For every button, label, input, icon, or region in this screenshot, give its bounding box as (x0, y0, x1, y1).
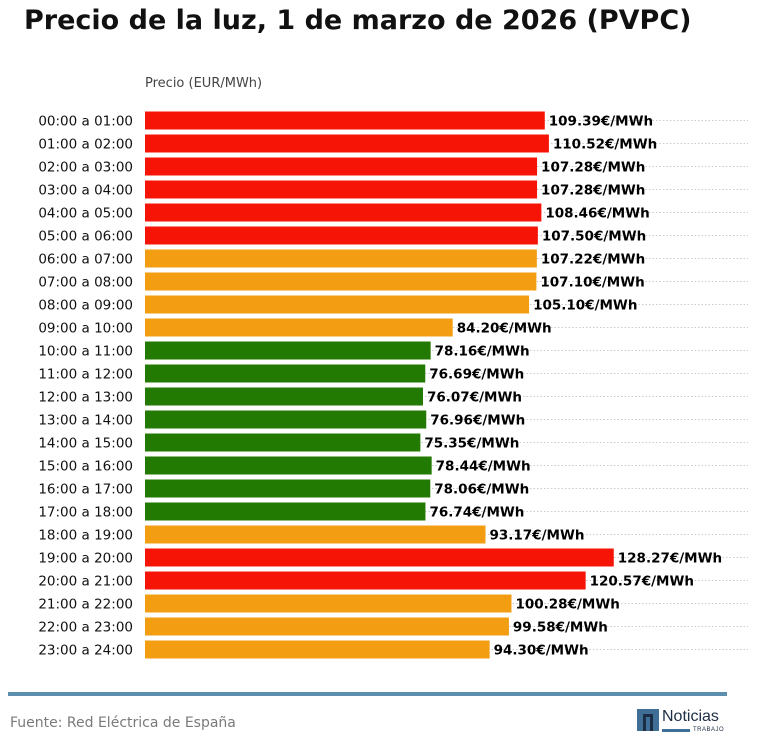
category-label: 00:00 a 01:00 (38, 114, 133, 130)
bar (145, 548, 614, 567)
value-label: 100.28€/MWh (515, 597, 619, 613)
value-labels: 109.39€/MWh 110.52€/MWh 107.28€/MWh 107.28€… (424, 114, 722, 659)
category-label: 02:00 a 03:00 (38, 160, 133, 176)
category-label: 11:00 a 12:00 (38, 367, 133, 383)
category-label: 16:00 a 17:00 (38, 482, 133, 498)
category-label: 13:00 a 14:00 (38, 413, 133, 429)
chart-title: Precio de la luz, 1 de marzo de 2026 (PV… (24, 5, 692, 36)
value-label: 105.10€/MWh (533, 298, 637, 314)
value-label: 107.22€/MWh (541, 252, 645, 268)
source-note: Fuente: Red Eléctrica de España (10, 715, 236, 731)
bar (145, 617, 509, 636)
bar (145, 502, 426, 521)
value-label: 99.58€/MWh (513, 620, 608, 636)
value-label: 78.44€/MWh (436, 459, 531, 475)
category-label: 03:00 a 04:00 (38, 183, 133, 199)
bar (145, 571, 586, 590)
bar (145, 525, 486, 544)
value-label: 107.50€/MWh (542, 229, 646, 245)
value-label: 75.35€/MWh (424, 436, 519, 452)
category-label: 06:00 a 07:00 (38, 252, 133, 268)
category-label: 18:00 a 19:00 (38, 528, 133, 544)
bar (145, 249, 537, 268)
category-label: 10:00 a 11:00 (38, 344, 133, 360)
category-label: 08:00 a 09:00 (38, 298, 133, 314)
footer-divider (8, 692, 727, 696)
value-label: 94.30€/MWh (494, 643, 589, 659)
category-label: 14:00 a 15:00 (38, 436, 133, 452)
bar (145, 134, 549, 153)
value-label: 93.17€/MWh (489, 528, 584, 544)
bar (145, 318, 453, 337)
category-label: 21:00 a 22:00 (38, 597, 133, 613)
value-label: 107.10€/MWh (540, 275, 644, 291)
logo-mark-icon (637, 709, 659, 731)
category-label: 05:00 a 06:00 (38, 229, 133, 245)
publisher-logo: Noticias TRABAJO (637, 709, 724, 735)
value-label: 76.07€/MWh (427, 390, 522, 406)
category-label: 19:00 a 20:00 (38, 551, 133, 567)
category-label: 17:00 a 18:00 (38, 505, 133, 521)
logo-underline (662, 728, 690, 732)
bar (145, 203, 542, 222)
value-label: 128.27€/MWh (618, 551, 722, 567)
bar (145, 594, 512, 613)
bar (145, 272, 537, 291)
bar-chart: Precio (EUR/MWh) 00:00 a 01:00 01:00 a 02… (38, 76, 748, 659)
bar (145, 111, 545, 130)
category-label: 09:00 a 10:00 (38, 321, 133, 337)
bar (145, 433, 421, 452)
category-label: 01:00 a 02:00 (38, 137, 133, 153)
category-label: 12:00 a 13:00 (38, 390, 133, 406)
category-label: 15:00 a 16:00 (38, 459, 133, 475)
gridlines (145, 120, 748, 650)
category-label: 20:00 a 21:00 (38, 574, 133, 590)
bar (145, 479, 431, 498)
category-label: 04:00 a 05:00 (38, 206, 133, 222)
category-label: 23:00 a 24:00 (38, 643, 133, 659)
logo-name: Noticias (662, 708, 719, 725)
value-label: 109.39€/MWh (549, 114, 653, 130)
category-label: 07:00 a 08:00 (38, 275, 133, 291)
bar (145, 410, 427, 429)
value-label: 108.46€/MWh (545, 206, 649, 222)
value-label: 110.52€/MWh (553, 137, 657, 153)
bar (145, 640, 490, 659)
bar (145, 387, 424, 406)
value-label: 78.16€/MWh (435, 344, 530, 360)
bar (145, 226, 538, 245)
bar (145, 456, 432, 475)
bar (145, 341, 431, 360)
category-labels: 00:00 a 01:00 01:00 a 02:00 02:00 a 03:00 0… (38, 114, 133, 659)
value-label: 107.28€/MWh (541, 160, 645, 176)
axis-label: Precio (EUR/MWh) (145, 76, 262, 91)
bars (145, 111, 614, 659)
bar (145, 180, 538, 199)
value-label: 84.20€/MWh (457, 321, 552, 337)
value-label: 107.28€/MWh (541, 183, 645, 199)
value-label: 76.74€/MWh (429, 505, 524, 521)
category-label: 22:00 a 23:00 (38, 620, 133, 636)
bar (145, 364, 426, 383)
value-label: 120.57€/MWh (590, 574, 694, 590)
value-label: 78.06€/MWh (434, 482, 529, 498)
value-label: 76.96€/MWh (430, 413, 525, 429)
bar (145, 295, 530, 314)
logo-subtitle: TRABAJO (693, 727, 725, 733)
value-label: 76.69€/MWh (429, 367, 524, 383)
bar (145, 157, 538, 176)
